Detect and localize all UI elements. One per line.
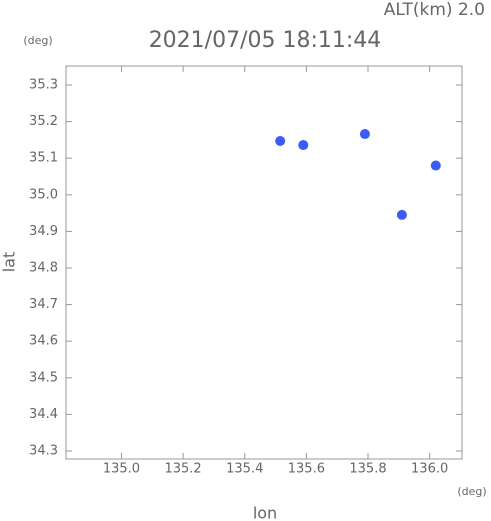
- y-axis-label: lat: [0, 252, 19, 273]
- x-tick-label: 135.8: [349, 462, 386, 477]
- y-tick-label: 34.5: [29, 370, 58, 385]
- y-tick-label: 34.3: [29, 443, 58, 458]
- y-tick-label: 34.4: [29, 407, 58, 422]
- x-tick-label: 135.6: [288, 462, 325, 477]
- y-tick-label: 34.8: [29, 260, 58, 275]
- y-unit: (deg): [23, 34, 52, 47]
- y-tick-label: 35.2: [29, 114, 58, 129]
- plot-frame: [65, 65, 463, 460]
- y-tick-label: 35.0: [29, 187, 58, 202]
- echo-point: [275, 136, 286, 147]
- echo-point: [430, 160, 441, 171]
- y-tick-label: 34.6: [29, 334, 58, 349]
- y-tick-label: 34.9: [29, 224, 58, 239]
- echo-point: [359, 129, 370, 140]
- x-tick-label: 135.2: [164, 462, 201, 477]
- y-tick-label: 34.7: [29, 297, 58, 312]
- subtitle: ALT(km) 2.0: [384, 0, 485, 20]
- x-tick-label: 135.4: [226, 462, 263, 477]
- x-tick-label: 135.0: [103, 462, 140, 477]
- echo-point: [298, 140, 309, 151]
- x-unit: (deg): [457, 485, 486, 498]
- x-axis-label: lon: [253, 504, 277, 521]
- y-tick-label: 35.3: [29, 78, 58, 93]
- echo-point: [396, 209, 407, 220]
- x-tick-label: 136.0: [411, 462, 448, 477]
- chart-title: 2021/07/05 18:11:44: [149, 28, 382, 53]
- y-tick-label: 35.1: [29, 151, 58, 166]
